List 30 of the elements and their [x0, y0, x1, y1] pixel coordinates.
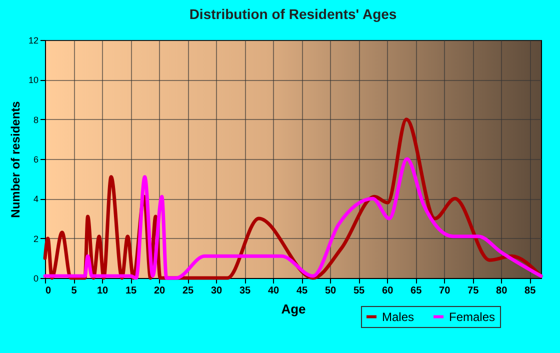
x-tick-label: 10 [96, 286, 109, 296]
x-tick-label: 5 [71, 286, 78, 296]
x-axis-title: Age [281, 302, 306, 316]
x-tick-label: 85 [524, 286, 536, 296]
x-tick-label: 0 [46, 286, 52, 296]
x-tick-label: 80 [496, 286, 508, 296]
x-tick-label: 50 [324, 286, 337, 296]
chart-title: Distribution of Residents' Ages [189, 6, 397, 22]
x-tick-label: 30 [210, 286, 223, 296]
legend-label: Males [382, 310, 414, 324]
y-tick-label: 4 [33, 194, 38, 204]
x-tick-label: 20 [154, 286, 166, 296]
x-tick-label: 55 [354, 286, 366, 296]
x-tick-label: 70 [439, 286, 451, 296]
x-tick-label: 35 [239, 286, 252, 296]
y-tick-label: 10 [28, 75, 38, 86]
x-tick-label: 40 [268, 286, 280, 296]
x-tick-label: 15 [125, 286, 138, 296]
y-axis-title: Number of residents [8, 100, 22, 218]
y-tick-label: 6 [33, 154, 38, 164]
legend-label: Females [449, 310, 496, 324]
x-tick-label: 60 [382, 286, 394, 296]
y-tick-label: 12 [28, 36, 38, 46]
x-tick-label: 25 [182, 286, 194, 296]
y-tick-label: 0 [33, 274, 38, 284]
y-tick-label: 2 [33, 234, 38, 244]
x-tick-label: 45 [296, 286, 308, 296]
x-tick-label: 65 [410, 286, 422, 296]
x-tick-label: 75 [468, 286, 480, 296]
y-tick-label: 8 [33, 114, 38, 125]
